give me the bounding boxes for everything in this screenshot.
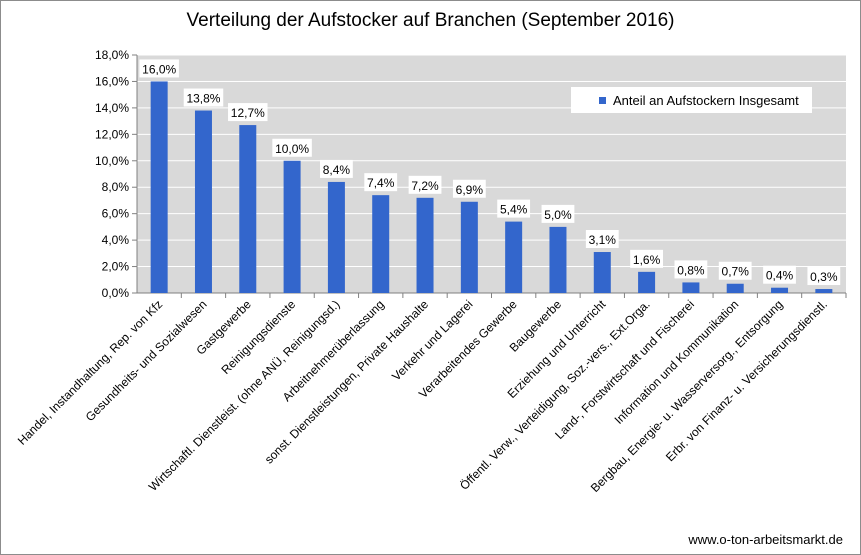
data-label-box (139, 59, 179, 78)
y-tick-label: 4,0% (102, 233, 130, 247)
bar (239, 125, 257, 293)
bar (194, 110, 212, 294)
y-tick-label: 12,0% (95, 127, 129, 141)
y-tick-label: 0,0% (102, 286, 130, 300)
data-label-box (763, 265, 796, 284)
data-label: 0,3% (810, 270, 838, 284)
y-tick-label: 16,0% (95, 74, 129, 88)
data-label: 0,8% (677, 263, 705, 277)
data-label-box (541, 204, 575, 223)
bar (283, 160, 301, 293)
data-label-box (408, 175, 442, 194)
y-tick-label: 8,0% (102, 180, 130, 194)
data-label: 10,0% (275, 142, 309, 156)
data-label: 12,7% (231, 106, 265, 120)
data-label: 5,0% (544, 208, 572, 222)
data-label-box (674, 260, 708, 279)
bar (372, 195, 390, 293)
x-category-label: sonst. Dienstleistungen, Private Haushal… (262, 297, 432, 467)
chart-legend: Anteil an Aufstockern Insgesamt (571, 87, 812, 113)
data-label-box (183, 88, 224, 107)
data-label-box (718, 261, 752, 280)
bar (150, 81, 168, 293)
data-label-box (585, 230, 619, 249)
data-label: 13,8% (186, 92, 220, 106)
data-label: 7,2% (411, 179, 439, 193)
y-tick-label: 18,0% (95, 48, 129, 62)
bar (815, 289, 833, 293)
bar (505, 221, 523, 293)
data-label: 16,0% (142, 62, 176, 76)
chart-title: Verteilung der Aufstocker auf Branchen (… (186, 10, 675, 31)
x-category-label: Reinigungsdienste (218, 297, 298, 377)
bar (460, 201, 478, 293)
source-note: www.o-ton-arbeitsmarkt.de (688, 532, 843, 547)
y-tick-label: 10,0% (95, 154, 129, 168)
data-label: 6,9% (456, 183, 484, 197)
x-category-label: Erbr. von Finanz- u. Versicherungsdienst… (663, 297, 830, 464)
bar (416, 197, 434, 293)
legend-label: Anteil an Aufstockern Insgesamt (613, 92, 799, 108)
bar (726, 283, 744, 293)
data-label-box (452, 179, 486, 198)
data-label-box (320, 159, 353, 178)
data-label: 7,4% (367, 176, 395, 190)
data-label: 0,7% (722, 265, 750, 279)
data-label: 5,4% (500, 203, 528, 217)
y-tick-label: 6,0% (102, 207, 130, 221)
bar (549, 226, 567, 293)
x-category-label: Verkehr und Lagerei (389, 297, 475, 383)
bar (682, 282, 700, 293)
y-tick-label: 14,0% (95, 101, 129, 115)
data-label-box (272, 138, 312, 157)
data-label-box (497, 199, 531, 218)
bar (327, 181, 345, 293)
y-tick-label: 2,0% (102, 260, 130, 274)
data-label: 8,4% (323, 163, 351, 177)
data-label: 3,1% (589, 233, 617, 247)
bar (771, 287, 789, 293)
data-label-box (364, 173, 398, 192)
data-label: 0,4% (766, 269, 794, 283)
data-label: 1,6% (633, 253, 661, 267)
data-label-box (228, 103, 268, 122)
bar (593, 252, 611, 293)
legend-color-key (599, 96, 606, 104)
data-label-box (807, 267, 841, 286)
bar (638, 271, 656, 293)
data-label-box (630, 249, 663, 268)
